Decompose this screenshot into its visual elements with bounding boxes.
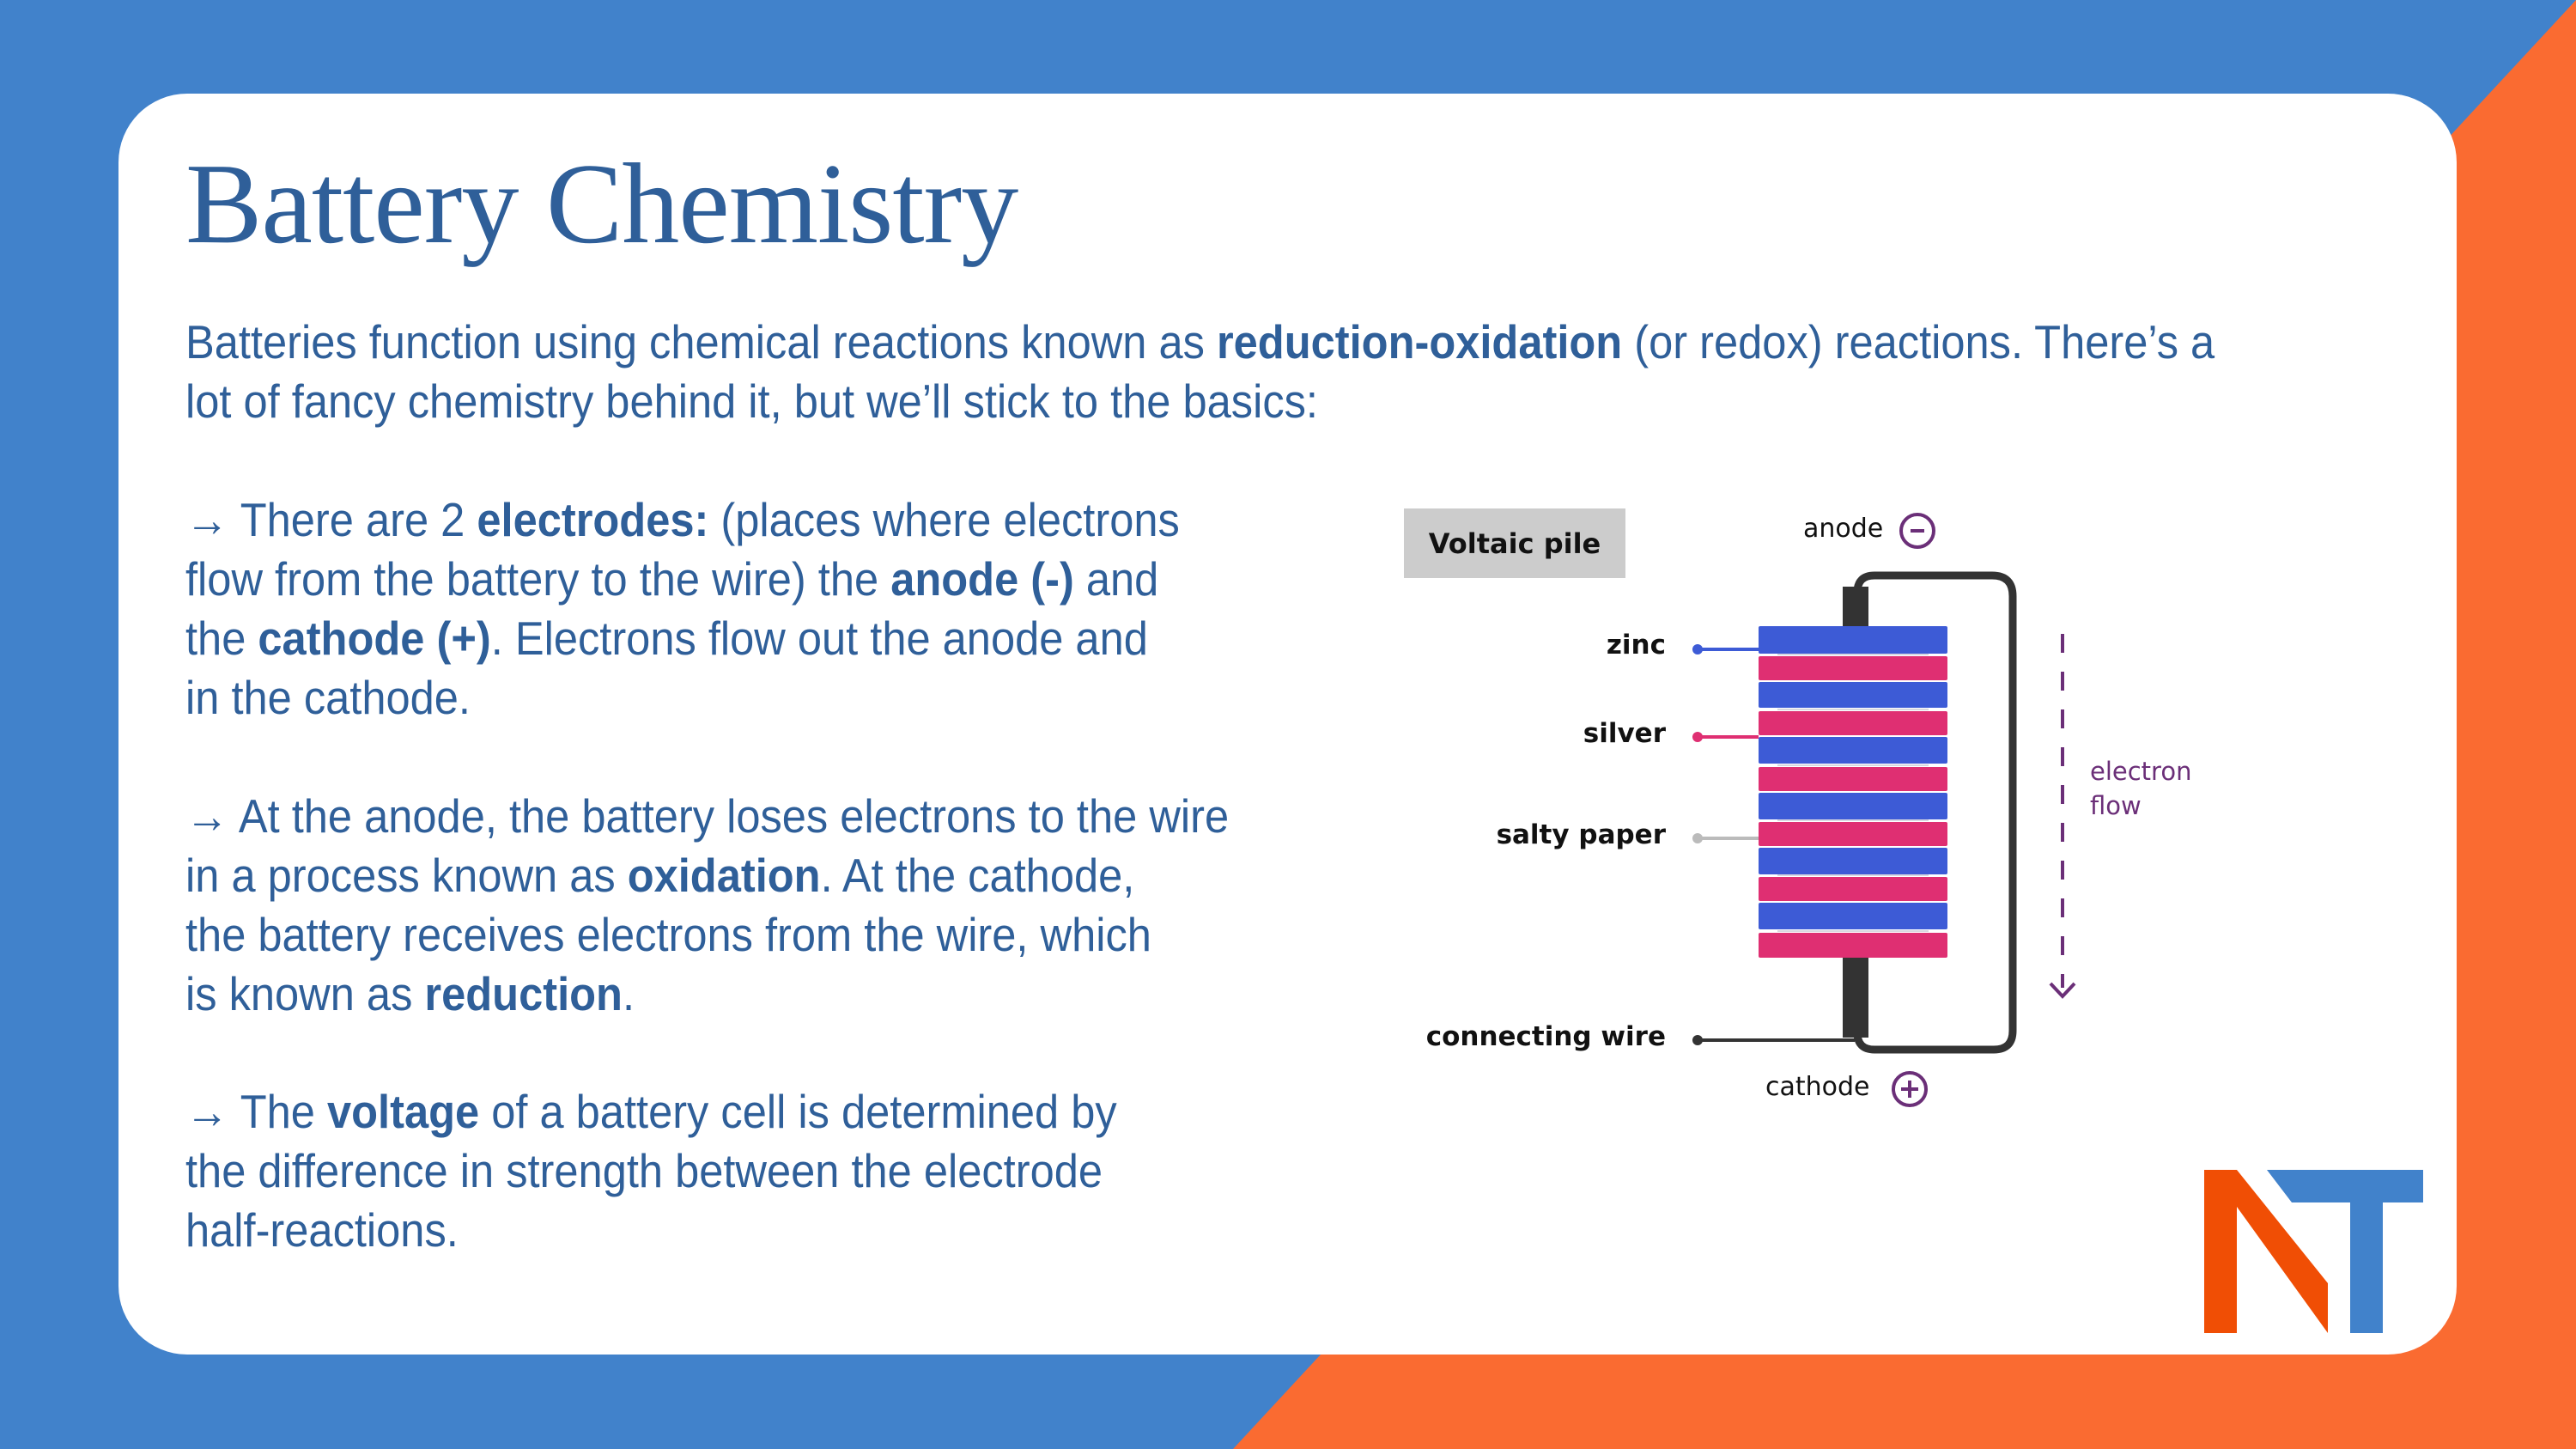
intro-bold-term: reduction-oxidation [1216,315,1623,368]
zinc-layer [1759,793,1947,819]
bullet-line: in the cathode. [185,671,471,724]
logo-t-shape [2267,1170,2423,1333]
content-card [118,94,2457,1355]
bullet-voltage: → The voltage of a battery cell is deter… [185,1082,1117,1260]
salty-paper-leader-dot [1692,833,1703,843]
zinc-leader-dot [1692,644,1703,654]
zinc-layer [1759,848,1947,874]
zinc-layer [1759,626,1947,654]
bullet-line: the difference in strength between the e… [185,1144,1103,1197]
silver-layer [1759,656,1947,680]
bullet-line: → There are 2 electrodes: (places where … [185,490,1180,550]
silver-layer [1759,877,1947,901]
nt-logo: NT [2204,1170,2423,1333]
bullet-line: is known as reduction. [185,965,1229,1024]
bullet-text: → The [185,1085,327,1138]
cathode-positive-icon [1892,1071,1928,1107]
page-title: Battery Chemistry [185,140,1018,267]
bullet-text: . [622,967,635,1020]
bullet-electrodes: → There are 2 electrodes: (places where … [185,490,1180,728]
bullet-text: is known as [185,967,425,1020]
bullet-text: the [185,612,258,665]
bullet-text: of a battery cell is determined by [479,1085,1117,1138]
salty-paper-separators [1777,654,1929,932]
intro-paragraph: Batteries function using chemical reacti… [185,313,2215,431]
bold-term-anode: anode (-) [890,552,1074,606]
anode-negative-icon [1899,513,1935,549]
zinc-layer [1759,903,1947,929]
bullet-line: half-reactions. [185,1203,459,1257]
anode-terminal [1843,587,1868,630]
bullet-text: flow from the battery to the wire) the [185,552,891,606]
bullet-text: in a process known as [185,849,628,902]
silver-layer [1759,822,1947,846]
cathode-label: cathode [1765,1072,1870,1102]
logo-n-shape [2204,1170,2328,1333]
circuit-wire [1853,571,2017,1054]
zinc-label: zinc [1606,630,1666,661]
anode-label: anode [1803,514,1884,544]
silver-leader-dot [1692,732,1703,742]
bold-term-reduction: reduction [424,967,623,1020]
salty-paper-label: salty paper [1496,819,1666,850]
bullet-line: the cathode (+). Electrons flow out the … [185,609,1180,668]
pile-layers [1759,626,1947,958]
zinc-layer [1759,737,1947,764]
bullet-line: in a process known as oxidation. At the … [185,846,1229,905]
bullet-text: → There are 2 [185,493,477,546]
cathode-terminal [1843,956,1868,1038]
bullet-text: . Electrons flow out the anode and [490,612,1148,665]
silver-layer [1759,711,1947,735]
intro-line-2: lot of fancy chemistry behind it, but we… [185,374,1318,428]
silver-layer [1759,767,1947,791]
bold-term-voltage: voltage [326,1085,480,1138]
diagram-title: Voltaic pile [1404,508,1625,578]
bold-term-electrodes: electrodes: [477,493,709,546]
connecting-wire-label: connecting wire [1425,1021,1666,1052]
bullet-line: → At the anode, the battery loses electr… [185,789,1230,843]
electron-flow-line-1: electron [2090,757,2192,786]
bullet-line: → The voltage of a battery cell is deter… [185,1082,1117,1142]
intro-text: Batteries function using chemical reacti… [185,315,1217,368]
intro-text: (or redox) reactions. There’s a [1622,315,2215,368]
bullet-line: flow from the battery to the wire) the a… [185,550,1180,609]
electron-flow-line-2: flow [2090,791,2142,820]
bullet-text: (places where electrons [708,493,1180,546]
silver-label: silver [1583,718,1666,749]
bullet-line: the battery receives electrons from the … [185,908,1151,961]
intro-line-1: Batteries function using chemical reacti… [185,313,2215,372]
silver-layer [1759,933,1947,958]
bold-term-oxidation: oxidation [627,849,821,902]
bullet-oxidation-reduction: → At the anode, the battery loses electr… [185,787,1229,1024]
bold-term-cathode: cathode (+) [258,612,491,665]
arrow-head-icon [2049,982,2076,999]
connecting-wire-leader-dot [1692,1035,1703,1045]
electron-flow-label: electron flow [2090,754,2191,823]
zinc-layer [1759,682,1947,708]
bullet-text: . At the cathode, [820,849,1135,902]
bullet-text: and [1073,552,1159,606]
